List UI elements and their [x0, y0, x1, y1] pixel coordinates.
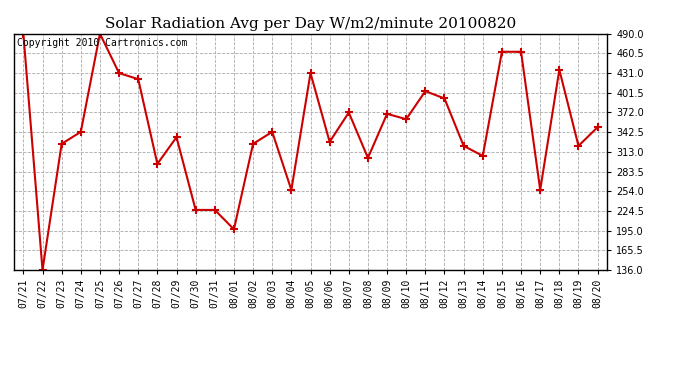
Text: Copyright 2010 Cartronics.com: Copyright 2010 Cartronics.com: [17, 39, 187, 48]
Title: Solar Radiation Avg per Day W/m2/minute 20100820: Solar Radiation Avg per Day W/m2/minute …: [105, 17, 516, 31]
